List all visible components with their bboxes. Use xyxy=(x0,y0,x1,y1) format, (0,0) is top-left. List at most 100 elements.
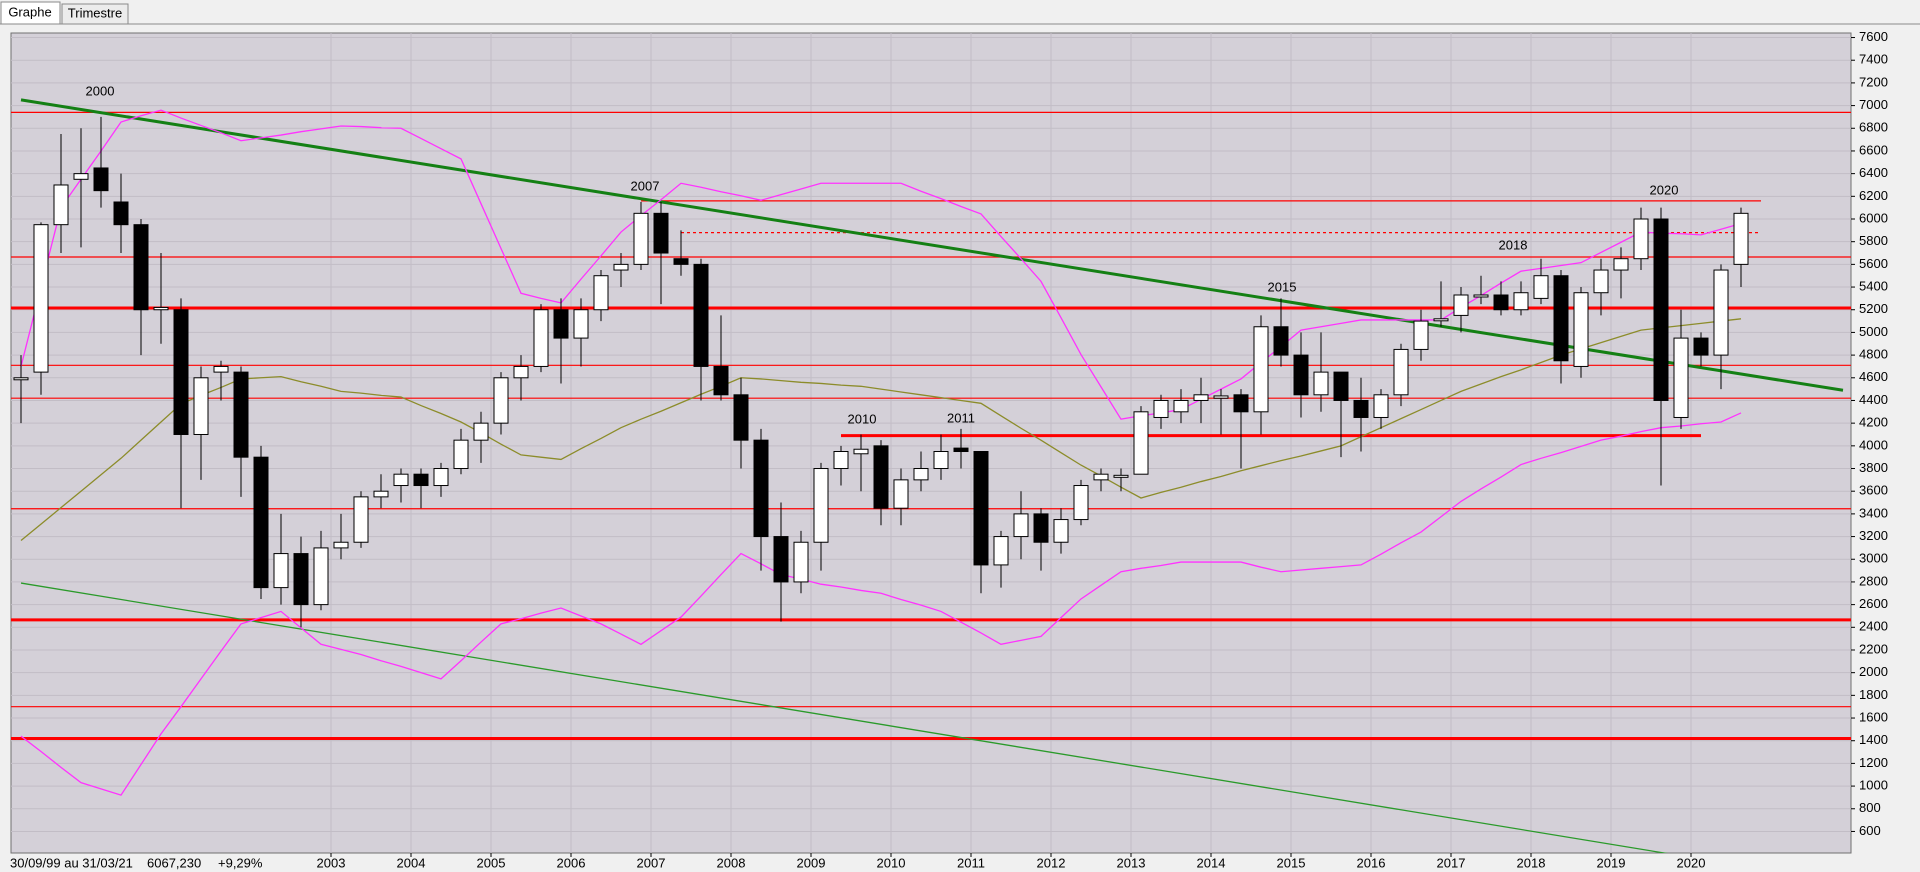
annotation: 2000 xyxy=(86,83,115,98)
candle-body xyxy=(573,309,589,339)
annotation: 2007 xyxy=(631,178,660,193)
y-tick-label: 5200 xyxy=(1859,301,1888,316)
x-tick-label: 2007 xyxy=(637,855,666,870)
y-tick-label: 3400 xyxy=(1859,505,1888,520)
annotation: 2015 xyxy=(1268,279,1297,294)
y-tick-label: 1400 xyxy=(1859,732,1888,747)
candle-body xyxy=(1493,294,1509,311)
annotation: 2020 xyxy=(1650,182,1679,197)
candle-body xyxy=(513,365,529,379)
x-tick-label: 2006 xyxy=(557,855,586,870)
candle-body xyxy=(453,439,469,470)
candle-body xyxy=(1073,485,1089,521)
status-range: 30/09/99 au 31/03/21 xyxy=(10,855,133,870)
x-tick-label: 2012 xyxy=(1037,855,1066,870)
x-tick-label: 2014 xyxy=(1197,855,1226,870)
y-tick-label: 5400 xyxy=(1859,278,1888,293)
status-change: +9,29% xyxy=(218,855,263,870)
candle-body xyxy=(433,468,449,487)
candle-body xyxy=(1333,371,1349,401)
candle-body xyxy=(1393,348,1409,396)
y-tick-label: 1200 xyxy=(1859,755,1888,770)
candle-body xyxy=(1513,292,1529,311)
candle-body xyxy=(1473,294,1489,298)
y-tick-label: 4000 xyxy=(1859,437,1888,452)
candle-body xyxy=(1413,320,1429,350)
candle-body xyxy=(953,447,969,453)
candle-body xyxy=(1353,399,1369,418)
annotation: 2018 xyxy=(1499,237,1528,252)
trend-line xyxy=(20,582,1669,853)
candle-body xyxy=(53,184,69,226)
candle-body xyxy=(793,541,809,583)
candle-body xyxy=(233,371,249,458)
candle-body xyxy=(873,445,889,509)
candle-body xyxy=(1293,354,1309,396)
candle-body xyxy=(33,224,49,373)
candle-body xyxy=(1033,513,1049,543)
y-tick-label: 5000 xyxy=(1859,324,1888,339)
x-tick-label: 2009 xyxy=(797,855,826,870)
candle-body xyxy=(13,377,29,381)
y-tick-label: 5800 xyxy=(1859,233,1888,248)
candle-body xyxy=(113,201,129,226)
candle-body xyxy=(1573,292,1589,367)
candle-body xyxy=(973,451,989,566)
plot-layer xyxy=(11,33,1851,853)
y-tick-label: 2600 xyxy=(1859,596,1888,611)
x-tick-label: 2018 xyxy=(1517,855,1546,870)
candle-body xyxy=(1613,258,1629,271)
annotation: 2010 xyxy=(848,411,877,426)
candle-body xyxy=(1693,337,1709,356)
y-tick-label: 7600 xyxy=(1859,29,1888,44)
y-tick-label: 2200 xyxy=(1859,641,1888,656)
candle-body xyxy=(1013,513,1029,538)
y-tick-label: 4600 xyxy=(1859,369,1888,384)
candle-body xyxy=(1253,326,1269,413)
y-tick-label: 7200 xyxy=(1859,74,1888,89)
candle-body xyxy=(1373,394,1389,418)
candle-body xyxy=(1273,326,1289,356)
candle-body xyxy=(1673,337,1689,418)
candle-body xyxy=(613,263,629,271)
candle-body xyxy=(753,439,769,538)
candle-body xyxy=(193,377,209,435)
x-tick-label: 2017 xyxy=(1437,855,1466,870)
candle-body xyxy=(1553,275,1569,362)
x-tick-label: 2020 xyxy=(1677,855,1706,870)
y-tick-label: 1600 xyxy=(1859,709,1888,724)
candle-body xyxy=(1133,411,1149,475)
plot-area xyxy=(10,32,1852,854)
candle-body xyxy=(733,394,749,441)
y-tick-label: 800 xyxy=(1859,800,1881,815)
candle-body xyxy=(693,263,709,367)
candle-body xyxy=(773,536,789,583)
candle-body xyxy=(933,451,949,470)
y-tick-label: 2400 xyxy=(1859,619,1888,634)
candle-body xyxy=(633,212,649,265)
tab-label[interactable]: Trimestre xyxy=(68,5,122,20)
candle-body xyxy=(493,377,509,424)
annotation: 2011 xyxy=(947,410,975,425)
x-tick-label: 2010 xyxy=(877,855,906,870)
x-tick-label: 2016 xyxy=(1357,855,1386,870)
y-tick-label: 6800 xyxy=(1859,120,1888,135)
x-tick-label: 2019 xyxy=(1597,855,1626,870)
candle-body xyxy=(833,451,849,470)
x-tick-label: 2003 xyxy=(317,855,346,870)
candle-body xyxy=(593,275,609,311)
y-tick-label: 3200 xyxy=(1859,528,1888,543)
candle-body xyxy=(273,553,289,589)
candle-body xyxy=(853,448,869,455)
candle-body xyxy=(1193,394,1209,401)
candle-body xyxy=(393,473,409,487)
candle-body xyxy=(413,473,429,487)
candle-body xyxy=(533,309,549,367)
y-tick-label: 1000 xyxy=(1859,778,1888,793)
candle-body xyxy=(913,468,929,481)
candle-body xyxy=(1093,473,1109,481)
tab-label[interactable]: Graphe xyxy=(8,4,51,19)
y-tick-label: 3600 xyxy=(1859,483,1888,498)
x-tick-label: 2013 xyxy=(1117,855,1146,870)
